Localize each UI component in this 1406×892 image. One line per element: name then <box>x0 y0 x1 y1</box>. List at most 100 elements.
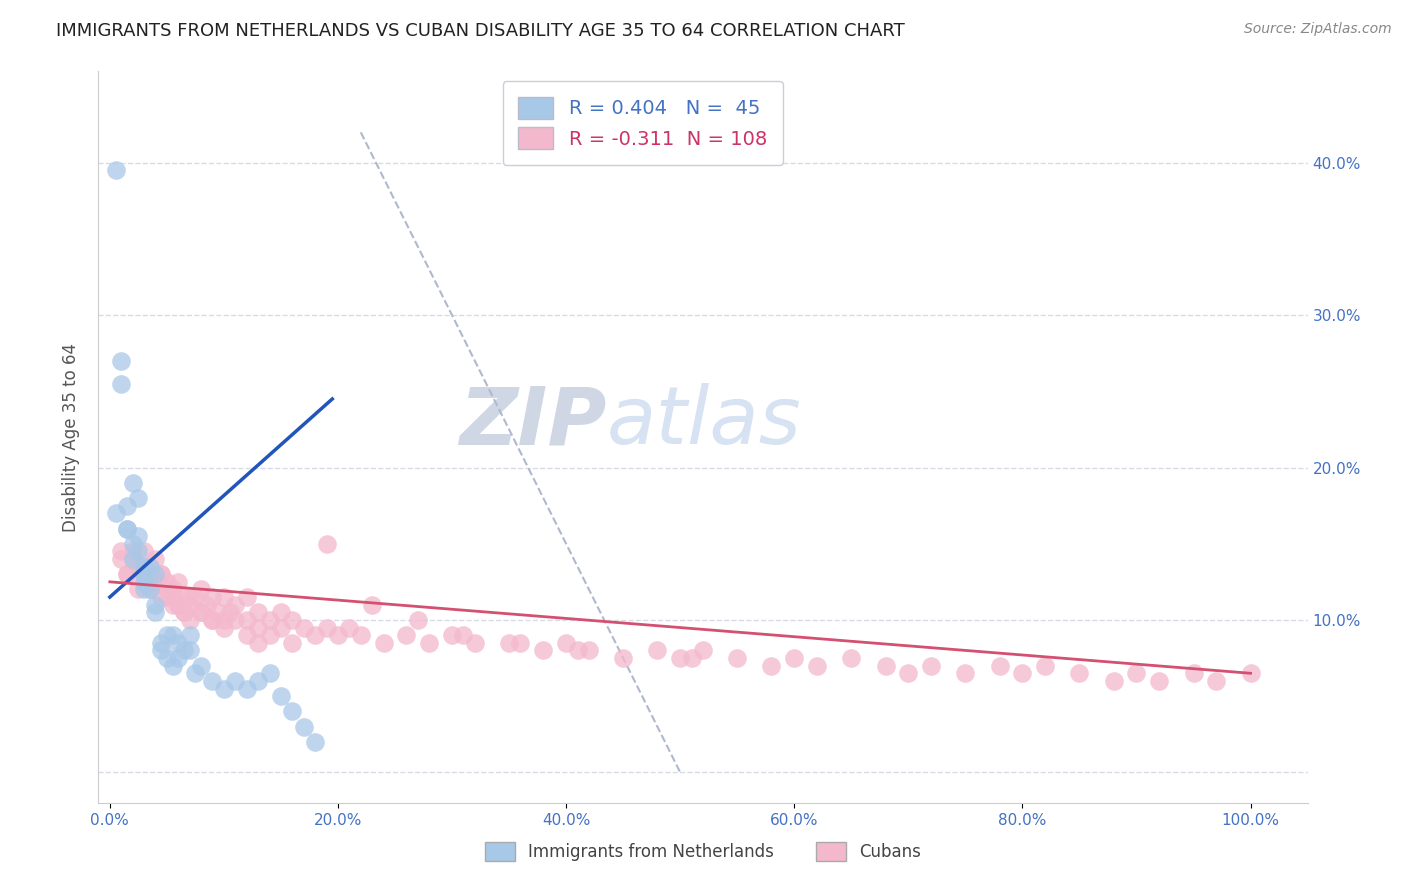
Point <box>464 636 486 650</box>
Point <box>259 666 281 681</box>
Point <box>761 658 783 673</box>
Point <box>184 590 207 604</box>
Point <box>195 598 218 612</box>
Point <box>212 681 235 696</box>
Point <box>115 521 138 535</box>
Point <box>139 574 162 589</box>
Point <box>115 499 138 513</box>
Point <box>1011 666 1033 681</box>
Point <box>920 658 942 673</box>
Point <box>292 621 315 635</box>
Point <box>304 735 326 749</box>
Point <box>132 559 155 574</box>
Point <box>259 613 281 627</box>
Point <box>373 636 395 650</box>
Point <box>235 613 257 627</box>
Point <box>132 544 155 558</box>
Point <box>453 628 475 642</box>
Point <box>304 628 326 642</box>
Point <box>1239 666 1261 681</box>
Point <box>145 605 167 619</box>
Point <box>190 605 212 619</box>
Point <box>875 658 897 673</box>
Point <box>270 605 292 619</box>
Point <box>725 651 748 665</box>
Point <box>145 574 167 589</box>
Point <box>110 544 132 558</box>
Point <box>132 567 155 582</box>
Point <box>110 376 132 391</box>
Point <box>121 552 143 566</box>
Point <box>212 621 235 635</box>
Point <box>315 621 337 635</box>
Point <box>681 651 703 665</box>
Point <box>555 636 578 650</box>
Point <box>201 613 224 627</box>
Point <box>179 613 201 627</box>
Point <box>315 537 337 551</box>
Point <box>612 651 634 665</box>
Point <box>1205 673 1227 688</box>
Point <box>406 613 429 627</box>
Point <box>955 666 977 681</box>
Point <box>115 567 138 582</box>
Point <box>162 598 184 612</box>
Point <box>127 491 149 505</box>
Point <box>578 643 600 657</box>
Point <box>350 628 373 642</box>
Point <box>104 506 127 520</box>
Point <box>127 582 149 597</box>
Point <box>156 651 179 665</box>
Point <box>361 598 384 612</box>
Point <box>201 673 224 688</box>
Point <box>224 613 246 627</box>
Point <box>281 705 304 719</box>
Point <box>669 651 692 665</box>
Point <box>167 651 190 665</box>
Y-axis label: Disability Age 35 to 64: Disability Age 35 to 64 <box>62 343 80 532</box>
Point <box>121 544 143 558</box>
Point <box>270 621 292 635</box>
Point <box>184 666 207 681</box>
Point <box>326 628 349 642</box>
Point <box>1069 666 1091 681</box>
Point <box>292 720 315 734</box>
Point <box>173 590 195 604</box>
Text: IMMIGRANTS FROM NETHERLANDS VS CUBAN DISABILITY AGE 35 TO 64 CORRELATION CHART: IMMIGRANTS FROM NETHERLANDS VS CUBAN DIS… <box>56 22 905 40</box>
Point <box>207 605 229 619</box>
Point <box>150 567 173 582</box>
Point <box>441 628 464 642</box>
Point <box>201 590 224 604</box>
Point <box>247 621 270 635</box>
Point <box>235 681 257 696</box>
Point <box>167 636 190 650</box>
Point <box>692 643 714 657</box>
Point <box>224 673 246 688</box>
Point <box>127 559 149 574</box>
Point <box>806 658 828 673</box>
Point <box>1125 666 1147 681</box>
Point <box>259 628 281 642</box>
Point <box>201 613 224 627</box>
Point <box>132 582 155 597</box>
Point <box>179 590 201 604</box>
Point <box>121 475 143 490</box>
Point <box>150 643 173 657</box>
Point <box>839 651 862 665</box>
Point <box>173 605 195 619</box>
Point <box>156 628 179 642</box>
Point <box>127 559 149 574</box>
Point <box>145 567 167 582</box>
Point <box>121 552 143 566</box>
Point <box>179 598 201 612</box>
Point <box>235 628 257 642</box>
Point <box>139 559 162 574</box>
Point <box>337 621 360 635</box>
Point <box>224 598 246 612</box>
Point <box>509 636 531 650</box>
Legend: Immigrants from Netherlands, Cubans: Immigrants from Netherlands, Cubans <box>478 835 928 868</box>
Point <box>1102 673 1125 688</box>
Text: atlas: atlas <box>606 384 801 461</box>
Point <box>173 643 195 657</box>
Point <box>162 590 184 604</box>
